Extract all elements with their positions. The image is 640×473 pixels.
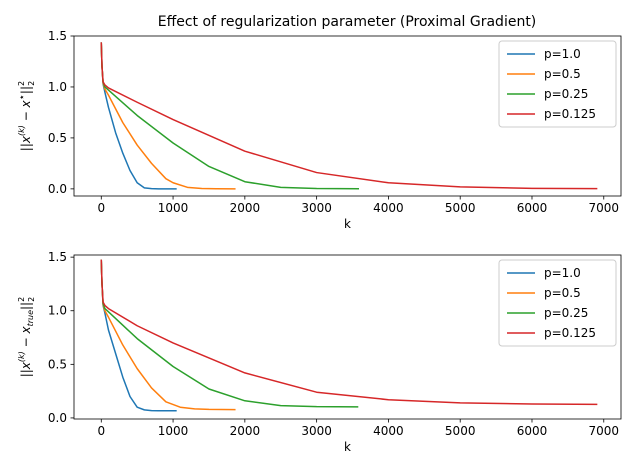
series-line-3: [100, 259, 598, 406]
x-tick-label: 0: [97, 201, 105, 215]
axes-frame: [73, 35, 622, 197]
legend: p=1.0 p=0.5 p=0.25 p=0.125: [498, 259, 617, 347]
y-tick-label: 1.0: [48, 80, 67, 94]
x-tick-label: 2000: [230, 424, 261, 438]
legend-box: [498, 259, 617, 347]
x-tick-label: 0: [97, 424, 105, 438]
y-tick-label: 0.0: [48, 411, 67, 425]
y-tick-label: 1.5: [48, 29, 67, 43]
legend-label: p=1.0: [544, 266, 581, 280]
y-tick-label: 0.5: [48, 131, 67, 145]
x-tick-label: 2000: [230, 201, 261, 215]
y-tick-label: 1.0: [48, 304, 67, 318]
x-tick-label: 7000: [588, 201, 619, 215]
x-tick-label: 6000: [517, 201, 548, 215]
x-tick-label: 1000: [158, 201, 189, 215]
y-axis-label: ||x(k) − x⋆||22: [17, 81, 36, 151]
x-tick-label: 3000: [301, 201, 332, 215]
top-plot-panel: 0 1000 2000 3000 4000 5000 6000 7000 0.0 0.5 1.0 1.…: [17, 29, 622, 231]
legend-label: p=0.125: [544, 326, 596, 340]
x-tick-label: 6000: [517, 424, 548, 438]
legend-label: p=0.25: [544, 87, 588, 101]
series-lines: [100, 42, 598, 190]
y-axis-label: ||x(k) − xtrue||22: [17, 297, 36, 378]
legend-label: p=0.25: [544, 306, 588, 320]
axes-frame: [73, 254, 622, 420]
legend-label: p=1.0: [544, 47, 581, 61]
y-tick-label: 0.0: [48, 182, 67, 196]
legend-label: p=0.5: [544, 67, 581, 81]
legend-label: p=0.125: [544, 107, 596, 121]
legend-label: p=0.5: [544, 286, 581, 300]
figure-title: Effect of regularization parameter (Prox…: [158, 14, 537, 30]
y-tick-label: 0.5: [48, 357, 67, 371]
x-tick-label: 4000: [373, 201, 404, 215]
x-tick-label: 7000: [588, 424, 619, 438]
bottom-plot-panel: 0 1000 2000 3000 4000 5000 6000 7000 0.0 0.5 1.0 1.…: [17, 250, 622, 454]
series-lines: [100, 259, 598, 412]
x-tick-label: 3000: [301, 424, 332, 438]
x-axis-label: k: [344, 217, 351, 231]
x-tick-label: 5000: [445, 201, 476, 215]
y-tick-label: 1.5: [48, 250, 67, 264]
x-axis-label: k: [344, 440, 351, 454]
legend: p=1.0 p=0.5 p=0.25 p=0.125: [498, 40, 617, 128]
x-tick-label: 5000: [445, 424, 476, 438]
x-tick-label: 1000: [158, 424, 189, 438]
x-tick-label: 4000: [373, 424, 404, 438]
legend-box: [498, 40, 617, 128]
series-line-3: [100, 42, 598, 190]
